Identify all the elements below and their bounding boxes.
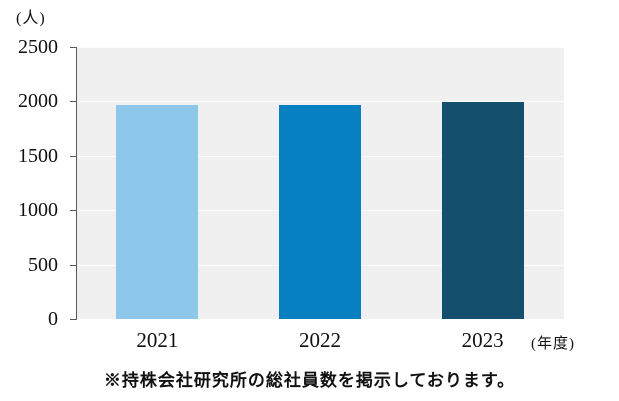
- plot-area: [76, 47, 564, 319]
- chart-footnote: ※持株会社研究所の総社員数を掲示しております。: [103, 371, 516, 390]
- y-tick-mark-1500: [70, 155, 76, 157]
- y-axis-line: [76, 47, 77, 320]
- y-tick-mark-2000: [70, 101, 76, 103]
- y-tick-mark-2500: [70, 47, 76, 48]
- gridline-2500: [76, 47, 564, 48]
- x-tick-label-2023: 2023: [461, 328, 504, 352]
- y-axis-unit-label: (人): [16, 10, 46, 27]
- y-tick-label-1500: 1500: [18, 144, 58, 167]
- y-tick-label-0: 0: [48, 308, 58, 330]
- x-tick-label-2021: 2021: [136, 328, 179, 352]
- y-tick-label-2500: 2500: [18, 36, 58, 58]
- y-tick-mark-0: [70, 319, 76, 320]
- y-tick-mark-1000: [70, 210, 76, 212]
- gridline-2000: [76, 101, 564, 103]
- bar-2022: [279, 104, 361, 319]
- y-tick-mark-500: [70, 264, 76, 266]
- bar-2021: [116, 105, 199, 319]
- x-axis-unit-label: (年度): [531, 336, 575, 352]
- y-tick-label-500: 500: [28, 253, 58, 276]
- y-tick-label-1000: 1000: [18, 199, 58, 222]
- y-tick-label-2000: 2000: [18, 90, 58, 113]
- bar-2023: [441, 101, 524, 319]
- x-tick-label-2022: 2022: [298, 328, 341, 352]
